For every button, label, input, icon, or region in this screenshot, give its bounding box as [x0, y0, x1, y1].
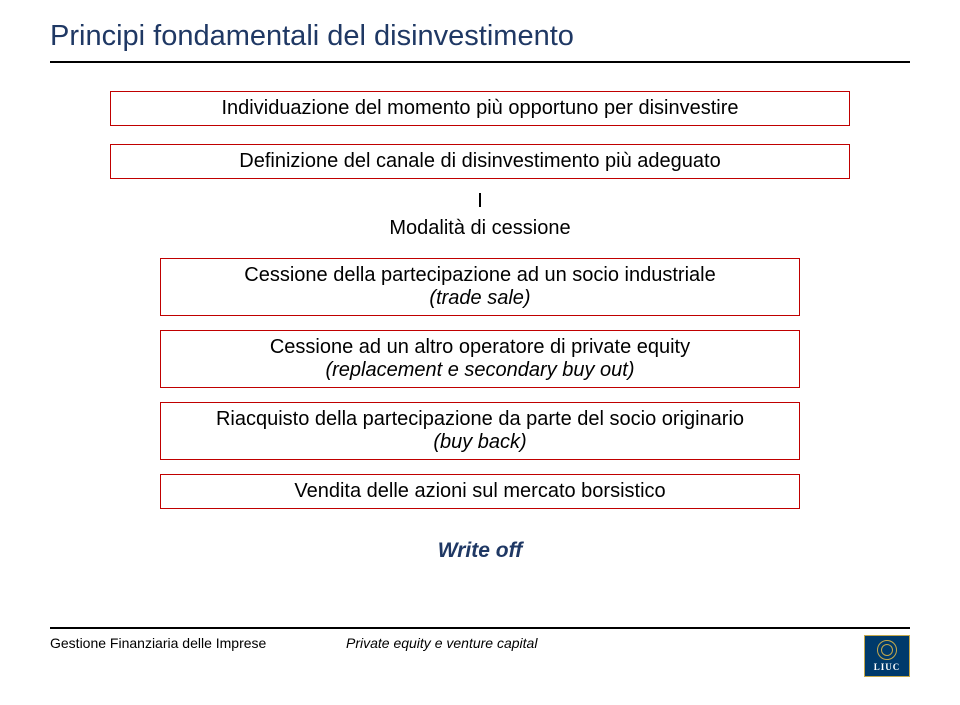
box4-line2: (replacement e secondary buy out): [325, 359, 634, 381]
logo-circle-icon: [877, 640, 897, 660]
footer: Gestione Finanziaria delle Imprese Priva…: [50, 627, 910, 677]
footer-left-text: Gestione Finanziaria delle Imprese: [50, 635, 266, 651]
box2-text: Definizione del canale di disinvestiment…: [239, 150, 720, 172]
box3-line1: Cessione della partecipazione ad un soci…: [244, 264, 715, 286]
connector-line: [479, 193, 481, 207]
page-title: Principi fondamentali del disinvestiment…: [50, 20, 910, 63]
box-trade-sale: Cessione della partecipazione ad un soci…: [160, 258, 800, 316]
box-buy-back: Riacquisto della partecipazione da parte…: [160, 402, 800, 460]
box1-text: Individuazione del momento più opportuno…: [222, 97, 739, 119]
slide-container: Principi fondamentali del disinvestiment…: [0, 0, 960, 705]
liuc-logo: LIUC: [864, 635, 910, 677]
footer-mid-text: Private equity e venture capital: [346, 635, 537, 651]
box-mercato-borsistico: Vendita delle azioni sul mercato borsist…: [160, 474, 800, 509]
box6-text: Vendita delle azioni sul mercato borsist…: [294, 480, 665, 502]
box-definizione: Definizione del canale di disinvestiment…: [110, 144, 850, 179]
box3-line2: (trade sale): [429, 287, 530, 309]
box4-line1: Cessione ad un altro operatore di privat…: [270, 336, 690, 358]
logo-text: LIUC: [874, 662, 901, 672]
write-off-label: Write off: [50, 539, 910, 563]
box5-line1: Riacquisto della partecipazione da parte…: [216, 408, 744, 430]
box-individuazione: Individuazione del momento più opportuno…: [110, 91, 850, 126]
modalita-label: Modalità di cessione: [50, 217, 910, 240]
box5-line2: (buy back): [433, 431, 526, 453]
box-replacement: Cessione ad un altro operatore di privat…: [160, 330, 800, 388]
